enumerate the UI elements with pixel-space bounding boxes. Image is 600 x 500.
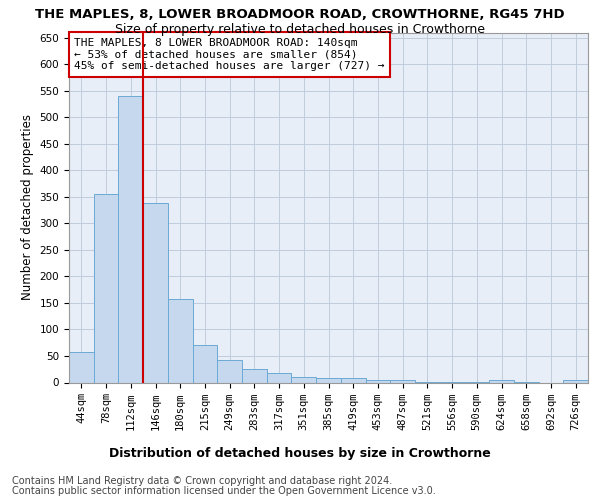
Y-axis label: Number of detached properties: Number of detached properties: [21, 114, 34, 300]
Bar: [118, 96, 143, 382]
Text: Size of property relative to detached houses in Crowthorne: Size of property relative to detached ho…: [115, 22, 485, 36]
Bar: [365, 380, 390, 382]
Bar: [489, 380, 514, 382]
Bar: [193, 346, 217, 383]
Bar: [94, 194, 118, 382]
Bar: [341, 378, 365, 382]
Bar: [143, 204, 168, 382]
Text: Contains HM Land Registry data © Crown copyright and database right 2024.: Contains HM Land Registry data © Crown c…: [12, 476, 392, 486]
Text: THE MAPLES, 8, LOWER BROADMOOR ROAD, CROWTHORNE, RG45 7HD: THE MAPLES, 8, LOWER BROADMOOR ROAD, CRO…: [35, 8, 565, 20]
Text: THE MAPLES, 8 LOWER BROADMOOR ROAD: 140sqm
← 53% of detached houses are smaller : THE MAPLES, 8 LOWER BROADMOOR ROAD: 140s…: [74, 38, 385, 71]
Text: Distribution of detached houses by size in Crowthorne: Distribution of detached houses by size …: [109, 448, 491, 460]
Text: Contains public sector information licensed under the Open Government Licence v3: Contains public sector information licen…: [12, 486, 436, 496]
Bar: [217, 360, 242, 382]
Bar: [267, 374, 292, 382]
Bar: [390, 380, 415, 382]
Bar: [316, 378, 341, 382]
Bar: [242, 369, 267, 382]
Bar: [168, 299, 193, 382]
Bar: [69, 352, 94, 382]
Bar: [292, 377, 316, 382]
Bar: [563, 380, 588, 382]
